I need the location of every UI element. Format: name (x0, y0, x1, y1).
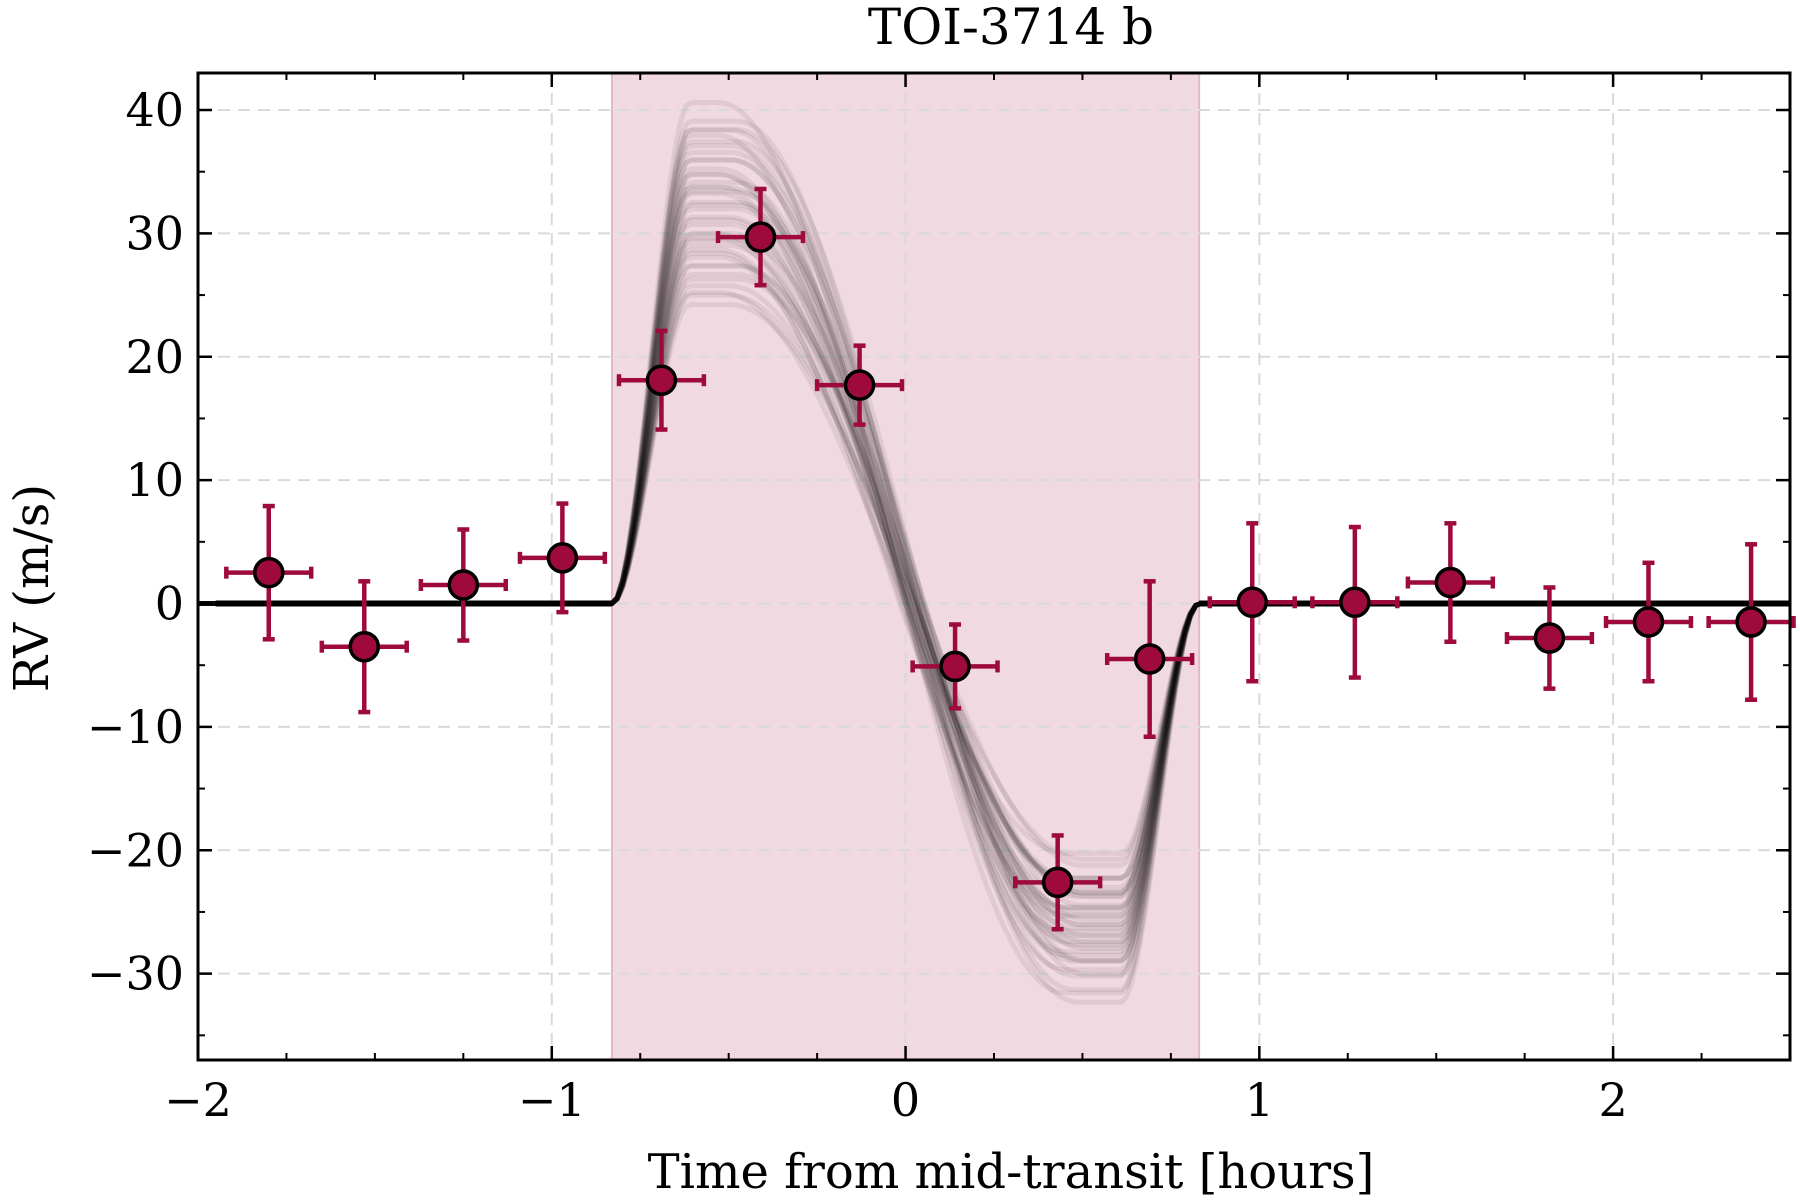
data-point-group (1104, 579, 1195, 740)
data-point (1632, 606, 1665, 638)
x-tick-label: −1 (518, 1073, 586, 1127)
data-point-group (418, 527, 509, 643)
data-point (1533, 622, 1566, 654)
data-point-group (814, 343, 905, 427)
y-tick-label: 0 (155, 577, 184, 631)
data-point (1339, 586, 1371, 619)
x-tick-label: 2 (1598, 1073, 1627, 1127)
data-point-group (715, 186, 806, 288)
data-point-group (910, 622, 1000, 711)
data-point-group (1012, 833, 1103, 932)
y-tick-label: 20 (125, 330, 184, 384)
data-point-group (319, 579, 409, 715)
y-tick-label: −10 (87, 700, 184, 754)
chart-title: TOI-3714 b (868, 0, 1154, 56)
model-samples (198, 100, 1790, 1005)
data-point-group (1603, 560, 1694, 684)
data-point-group (616, 328, 707, 432)
data-point (1434, 566, 1467, 599)
data-point (253, 556, 285, 589)
x-tick-label: 1 (1245, 1073, 1274, 1127)
data-point (939, 650, 971, 683)
data-point-group (517, 501, 608, 615)
data-point (1735, 606, 1767, 638)
data-point (1041, 866, 1074, 899)
data-point-group (224, 503, 314, 642)
y-tick-label: 40 (125, 83, 184, 137)
data-point (1236, 586, 1269, 619)
y-tick-label: 30 (125, 206, 184, 260)
data-point (447, 569, 480, 601)
y-axis-label: RV (m/s) (4, 484, 60, 692)
x-tick-label: 0 (891, 1073, 920, 1127)
data-point-group (1405, 521, 1496, 645)
data-point-group (1504, 585, 1595, 691)
data-point (348, 630, 381, 663)
y-tick-label: −20 (87, 823, 184, 877)
data-point (1133, 643, 1166, 675)
data-point (645, 364, 678, 396)
data-point (843, 369, 876, 401)
y-tick-label: 10 (125, 453, 184, 507)
data-point-group (1706, 542, 1796, 702)
y-tick-label: −30 (87, 947, 184, 1001)
data-point-group (1310, 524, 1400, 680)
x-axis-label: Time from mid-transit [hours] (648, 1144, 1375, 1200)
x-tick-label: −2 (164, 1073, 232, 1127)
data-point-group (1207, 521, 1297, 684)
data-point (546, 542, 579, 574)
data-point (744, 221, 777, 253)
